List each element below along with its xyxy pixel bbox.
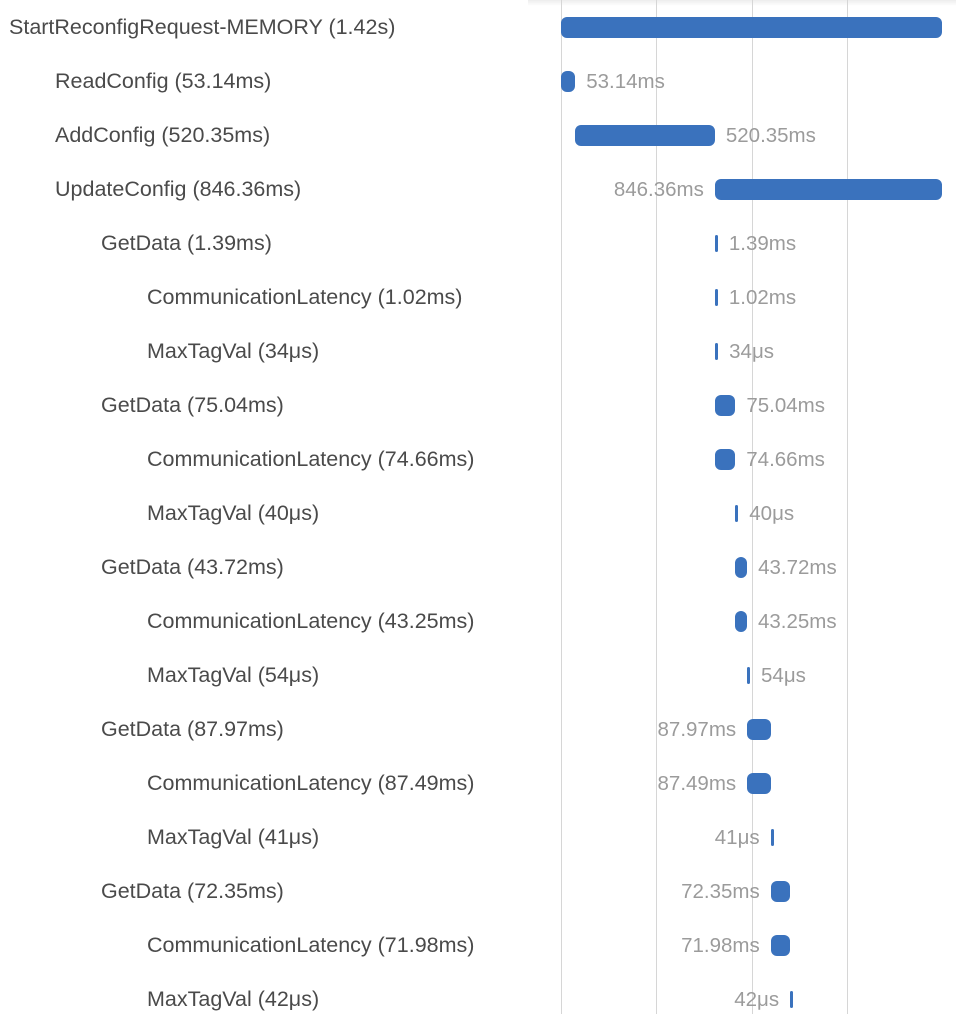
- span-duration-label: 520.35ms: [725, 124, 816, 147]
- span-row[interactable]: MaxTagVal (40μs) 40μs: [0, 486, 956, 540]
- span-row[interactable]: MaxTagVal (41μs) 41μs: [0, 810, 956, 864]
- span-duration-label: 53.14ms: [586, 70, 665, 93]
- timeline-gridline: [561, 0, 562, 1014]
- timeline-gridline: [752, 0, 753, 1014]
- span-duration-label: 846.36ms: [613, 178, 704, 201]
- span-row[interactable]: StartReconfigRequest-MEMORY (1.42s): [0, 0, 956, 54]
- span-bar[interactable]: [714, 234, 718, 252]
- span-bar[interactable]: [715, 394, 736, 416]
- span-bar[interactable]: [770, 934, 791, 956]
- span-duration-label: 71.98ms: [681, 934, 760, 957]
- span-duration-label: 43.25ms: [758, 610, 837, 633]
- span-bar[interactable]: [770, 880, 791, 902]
- span-duration-label: 75.04ms: [746, 394, 826, 417]
- span-bar[interactable]: [715, 342, 719, 360]
- span-bar[interactable]: [735, 504, 739, 522]
- span-label[interactable]: StartReconfigRequest-MEMORY (1.42s): [9, 15, 396, 39]
- span-label[interactable]: MaxTagVal (41μs): [147, 825, 320, 849]
- span-duration-label: 1.02ms: [728, 286, 797, 309]
- span-row[interactable]: GetData (43.72ms) 43.72ms: [0, 540, 956, 594]
- span-label[interactable]: MaxTagVal (54μs): [147, 663, 320, 687]
- header-shadow: [528, 0, 956, 6]
- span-label[interactable]: UpdateConfig (846.36ms): [55, 177, 302, 201]
- span-bar[interactable]: [561, 70, 576, 92]
- span-label[interactable]: MaxTagVal (40μs): [147, 501, 320, 525]
- span-duration-label: 74.66ms: [746, 448, 825, 471]
- span-label[interactable]: GetData (43.72ms): [101, 555, 284, 579]
- span-row[interactable]: CommunicationLatency (43.25ms) 43.25ms: [0, 594, 956, 648]
- span-label[interactable]: GetData (72.35ms): [101, 879, 284, 903]
- span-label[interactable]: GetData (1.39ms): [101, 231, 272, 255]
- span-bar[interactable]: [790, 990, 794, 1008]
- span-bar[interactable]: [770, 828, 774, 846]
- span-row[interactable]: CommunicationLatency (74.66ms) 74.66ms: [0, 432, 956, 486]
- timeline-gridline: [847, 0, 848, 1014]
- span-duration-label: 87.49ms: [657, 772, 737, 795]
- span-label[interactable]: GetData (75.04ms): [101, 393, 284, 417]
- span-row[interactable]: MaxTagVal (42μs) 42μs: [0, 972, 956, 1026]
- span-label[interactable]: CommunicationLatency (71.98ms): [147, 933, 475, 957]
- span-bar[interactable]: [561, 16, 942, 38]
- span-row[interactable]: CommunicationLatency (71.98ms) 71.98ms: [0, 918, 956, 972]
- span-bar[interactable]: [575, 124, 715, 146]
- span-label[interactable]: CommunicationLatency (1.02ms): [147, 285, 463, 309]
- timeline-gridline: [656, 0, 657, 1014]
- span-label[interactable]: AddConfig (520.35ms): [55, 123, 271, 147]
- span-row[interactable]: GetData (72.35ms) 72.35ms: [0, 864, 956, 918]
- span-row[interactable]: GetData (87.97ms) 87.97ms: [0, 702, 956, 756]
- span-row[interactable]: AddConfig (520.35ms) 520.35ms: [0, 108, 956, 162]
- span-bar[interactable]: [747, 772, 771, 794]
- span-row[interactable]: ReadConfig (53.14ms) 53.14ms: [0, 54, 956, 108]
- span-bar[interactable]: [715, 448, 736, 470]
- span-duration-label: 1.39ms: [728, 232, 797, 255]
- span-label[interactable]: MaxTagVal (42μs): [147, 987, 320, 1011]
- span-row[interactable]: GetData (75.04ms) 75.04ms: [0, 378, 956, 432]
- span-duration-label: 43.72ms: [758, 556, 837, 579]
- span-bar[interactable]: [714, 288, 718, 306]
- span-bar[interactable]: [735, 556, 748, 578]
- span-row[interactable]: MaxTagVal (54μs) 54μs: [0, 648, 956, 702]
- span-row[interactable]: CommunicationLatency (87.49ms) 87.49ms: [0, 756, 956, 810]
- span-bar[interactable]: [714, 178, 942, 200]
- span-label[interactable]: ReadConfig (53.14ms): [55, 69, 272, 93]
- span-duration-label: 40μs: [749, 502, 795, 525]
- span-row[interactable]: MaxTagVal (34μs) 34μs: [0, 324, 956, 378]
- span-duration-label: 41μs: [714, 826, 760, 849]
- span-row[interactable]: GetData (1.39ms) 1.39ms: [0, 216, 956, 270]
- span-bar[interactable]: [735, 610, 747, 632]
- span-row[interactable]: UpdateConfig (846.36ms) 846.36ms: [0, 162, 956, 216]
- span-duration-label: 72.35ms: [681, 880, 760, 903]
- span-label[interactable]: CommunicationLatency (74.66ms): [147, 447, 475, 471]
- span-duration-label: 54μs: [761, 664, 806, 687]
- span-label[interactable]: MaxTagVal (34μs): [147, 339, 320, 363]
- span-duration-label: 34μs: [729, 340, 775, 363]
- span-label[interactable]: CommunicationLatency (87.49ms): [147, 771, 475, 795]
- span-row[interactable]: CommunicationLatency (1.02ms) 1.02ms: [0, 270, 956, 324]
- span-label[interactable]: CommunicationLatency (43.25ms): [147, 609, 475, 633]
- span-duration-label: 42μs: [734, 988, 780, 1011]
- span-duration-label: 87.97ms: [657, 718, 737, 741]
- span-bar[interactable]: [747, 666, 751, 684]
- span-label[interactable]: GetData (87.97ms): [101, 717, 284, 741]
- span-bar[interactable]: [747, 718, 771, 740]
